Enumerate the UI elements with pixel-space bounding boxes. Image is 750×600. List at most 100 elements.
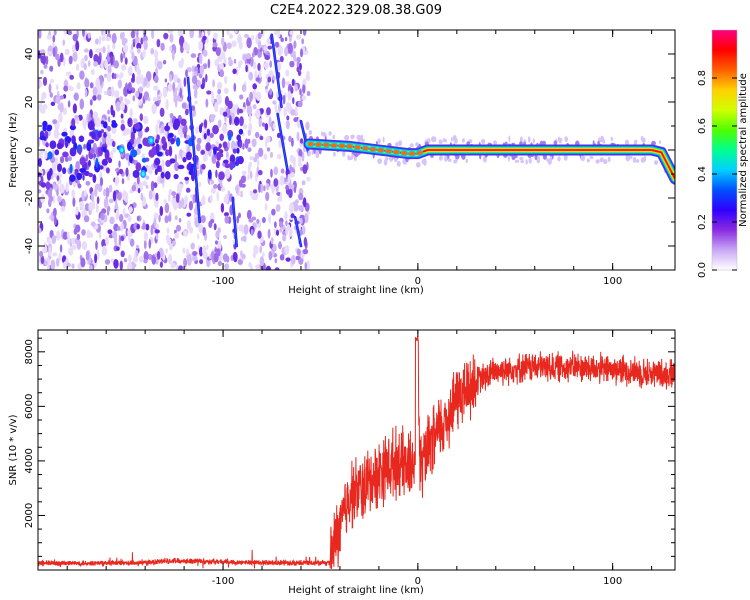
carrier-blob (345, 143, 354, 150)
noise-dot (67, 30, 72, 36)
noise-dot (143, 115, 149, 125)
noise-dot (40, 108, 46, 114)
carrier-halo-dot (332, 134, 335, 140)
noise-dot (93, 53, 99, 63)
colorbar-bar (712, 30, 737, 270)
carrier-halo-dot (398, 140, 402, 147)
noise-dot (172, 82, 176, 92)
noise-dot (165, 248, 168, 254)
band-dot (203, 119, 208, 129)
carrier-halo-dot (375, 141, 378, 145)
noise-dot (270, 168, 273, 178)
carrier-halo-dot (519, 156, 524, 161)
streak-core (277, 113, 288, 170)
noise-dot (94, 253, 98, 264)
noise-dot (143, 251, 149, 262)
noise-dot (143, 239, 147, 250)
carrier-halo-dot (595, 159, 600, 164)
noise-dot (263, 185, 266, 192)
noise-dot (114, 199, 118, 209)
noise-dot (148, 238, 152, 249)
noise-dot (298, 149, 303, 158)
noise-dot (220, 203, 225, 213)
noise-dot (262, 122, 265, 127)
noise-dot (83, 215, 90, 223)
noise-dot (119, 260, 123, 270)
noise-dot (186, 67, 192, 73)
noise-dot (147, 97, 151, 102)
noise-dot (177, 83, 180, 92)
noise-dot (239, 94, 244, 100)
noise-dot (231, 116, 235, 126)
noise-dot (38, 150, 43, 161)
noise-dot (103, 73, 108, 78)
noise-dot (107, 157, 113, 164)
noise-dot (71, 244, 77, 250)
band-dot (135, 162, 142, 172)
noise-dot (184, 195, 188, 205)
noise-dot (110, 150, 114, 159)
noise-dot (177, 30, 182, 37)
noise-dot (136, 215, 140, 222)
band-dot (213, 148, 217, 155)
noise-dot (224, 212, 229, 217)
noise-dot (111, 72, 115, 80)
noise-dot (216, 81, 223, 90)
carrier-halo-dot (636, 159, 640, 163)
noise-dot (147, 165, 153, 174)
noise-dot (153, 212, 159, 220)
carrier-halo-dot (563, 153, 568, 161)
noise-dot (162, 87, 168, 98)
noise-dot (210, 114, 216, 119)
noise-dot (236, 107, 240, 116)
noise-dot (284, 37, 288, 42)
noise-dot (76, 82, 81, 90)
noise-dot (249, 171, 253, 180)
noise-dot (84, 189, 87, 197)
hot-spot-core (149, 138, 153, 143)
carrier-halo-dot (658, 140, 662, 145)
noise-dot (52, 47, 56, 58)
noise-dot (270, 237, 274, 245)
noise-dot (127, 215, 132, 222)
carrier-halo-dot (307, 150, 311, 157)
noise-dot (226, 42, 232, 50)
noise-dot (290, 109, 296, 116)
noise-dot (40, 194, 45, 204)
noise-dot (296, 34, 302, 40)
noise-dot (114, 176, 120, 185)
noise-dot (222, 111, 228, 117)
noise-dot (305, 121, 310, 131)
band-dot (92, 174, 97, 183)
noise-dot (213, 184, 218, 189)
noise-dot (72, 44, 76, 53)
carrier-halo-dot (431, 136, 436, 143)
band-dot (88, 159, 91, 167)
noise-dot (185, 248, 190, 256)
noise-dot (139, 113, 143, 122)
noise-dot (100, 212, 105, 221)
colorbar-tick-label: 0.2 (697, 214, 708, 230)
noise-dot (232, 68, 237, 75)
noise-dot (237, 259, 243, 265)
noise-dot (289, 164, 292, 173)
noise-dot (290, 172, 295, 178)
noise-dot (47, 51, 53, 56)
noise-dot (302, 197, 307, 208)
snr-marks (38, 335, 675, 569)
band-dot (103, 121, 108, 129)
carrier-halo-dot (356, 134, 362, 140)
noise-dot (253, 61, 257, 70)
noise-dot (63, 30, 67, 35)
noise-dot (156, 250, 161, 260)
noise-dot (64, 48, 70, 56)
noise-dot (283, 107, 288, 115)
carrier-halo-dot (598, 137, 601, 142)
noise-dot (212, 42, 218, 48)
noise-dot (254, 131, 260, 138)
carrier-halo-dot (357, 138, 361, 142)
band-dot (101, 158, 109, 166)
noise-dot (112, 230, 118, 239)
carrier-halo-dot (586, 158, 590, 163)
band-dot (148, 149, 155, 158)
